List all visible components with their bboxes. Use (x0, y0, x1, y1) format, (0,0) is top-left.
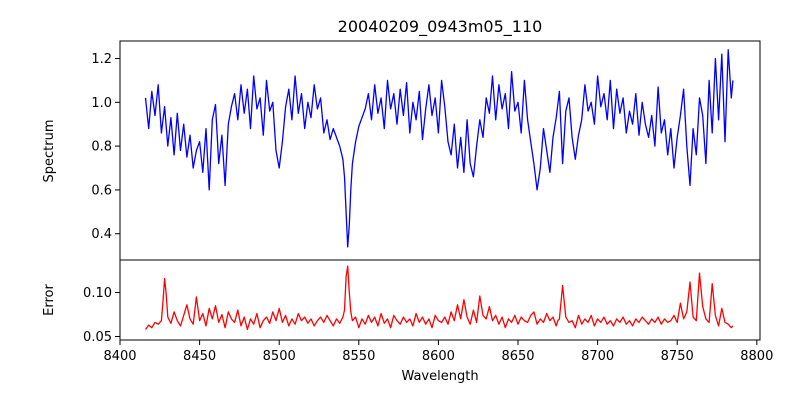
x-tick-label: 8750 (661, 349, 694, 364)
x-axis-label: Wavelength (401, 369, 478, 384)
spectrum-y-tick-label: 0.6 (91, 183, 112, 198)
error-y-ticks: 0.05 0.10 (83, 286, 120, 345)
spectrum-series-line-0 (144, 49, 734, 248)
spectrum-y-ticks: 0.4 0.6 0.8 1.0 1.2 (91, 52, 120, 242)
x-tick-label: 8700 (581, 349, 614, 364)
spectrum-y-tick-label: 1.2 (91, 52, 112, 67)
error-plot-area (144, 265, 734, 331)
spectrum-y-tick-label: 0.4 (91, 227, 112, 242)
error-ylabel: Error (42, 284, 57, 316)
chart-title: 20040209_0943m05_110 (338, 17, 543, 37)
x-tick-label: 8500 (263, 349, 296, 364)
spectrum-plot-area (144, 49, 734, 248)
spectrum-y-tick-label: 0.8 (91, 140, 112, 155)
x-tick-label: 8450 (183, 349, 216, 364)
x-tick-label: 8800 (740, 349, 773, 364)
spectrum-ylabel: Spectrum (42, 120, 57, 183)
error-y-tick-label: 0.10 (83, 286, 112, 301)
error-y-tick-label: 0.05 (83, 330, 112, 345)
x-tick-label: 8600 (422, 349, 455, 364)
x-ticks: 8400 8450 8500 8550 8600 8650 8700 8750 8800 (103, 340, 773, 364)
x-tick-label: 8400 (103, 349, 136, 364)
error-series-line-0 (144, 265, 734, 331)
error-panel: 0.05 0.10 Error (42, 259, 761, 345)
spectrum-y-tick-label: 1.0 (91, 96, 112, 111)
x-tick-label: 8650 (501, 349, 534, 364)
x-tick-label: 8550 (342, 349, 375, 364)
error-axes-frame (119, 259, 761, 341)
